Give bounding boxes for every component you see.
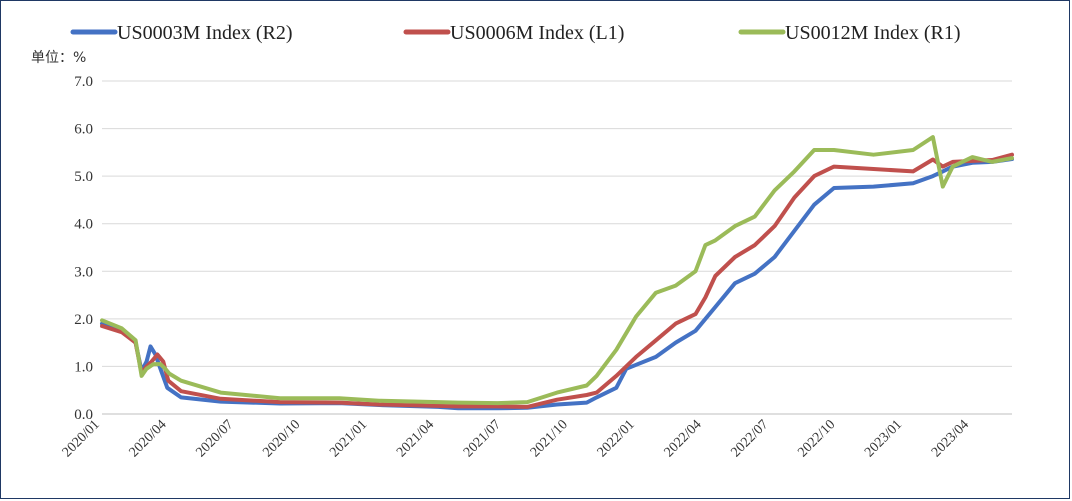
y-tick-label: 5.0: [74, 169, 93, 185]
legend: US0003M Index (R2) US0006M Index (L1) US00…: [70, 22, 961, 44]
y-tick-label: 4.0: [74, 217, 93, 233]
x-tick-label: 2022/04: [662, 417, 705, 460]
x-tick-label: 2020/01: [60, 417, 103, 460]
x-tick-label: 2020/04: [127, 417, 170, 460]
legend-label-3: US0012M Index (R1): [785, 22, 961, 44]
x-tick-label: 2021/04: [394, 417, 437, 460]
x-tick-label: 2022/10: [795, 417, 838, 460]
series-line-2: [100, 152, 1014, 409]
x-tick-label: 2020/10: [260, 417, 303, 460]
x-tick-label: 2022/07: [728, 417, 771, 460]
legend-label-2: US0006M Index (L1): [450, 22, 624, 44]
series-line-3: [100, 135, 1014, 406]
x-tick-label: 2021/01: [327, 417, 370, 460]
series-line-1: [100, 157, 1014, 411]
y-tick-label: 7.0: [74, 74, 93, 90]
y-tick-label: 6.0: [74, 122, 93, 138]
y-tick-label: 0.0: [74, 407, 93, 423]
y-tick-label: 1.0: [74, 359, 93, 375]
y-tick-label: 2.0: [74, 312, 93, 328]
x-tick-label: 2020/07: [194, 417, 237, 460]
grid-lines: [102, 80, 1012, 415]
x-tick-label: 2023/04: [929, 417, 972, 460]
y-tick-label: 3.0: [74, 264, 93, 280]
x-tick-label: 2022/01: [595, 417, 638, 460]
x-tick-label: 2021/07: [461, 417, 504, 460]
legend-label-1: US0003M Index (R2): [117, 22, 293, 44]
series-lines: [100, 135, 1014, 411]
x-tick-label: 2023/01: [862, 417, 905, 460]
unit-label: 单位：%: [31, 50, 86, 66]
x-tick-label: 2021/10: [528, 417, 571, 460]
